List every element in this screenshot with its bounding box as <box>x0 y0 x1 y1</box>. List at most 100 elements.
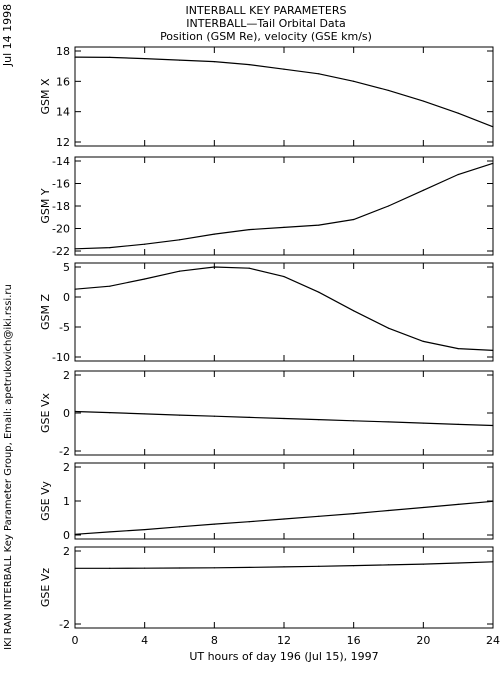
panel-frame <box>74 370 494 456</box>
data-point <box>457 173 459 176</box>
data-point <box>109 412 111 414</box>
data-point <box>178 239 181 241</box>
figure-title-line1: INTERBALL KEY PARAMETERS <box>186 4 347 17</box>
data-point <box>74 56 76 58</box>
data-point <box>74 248 76 250</box>
data-point <box>318 73 320 75</box>
data-point <box>283 417 285 420</box>
y-tick-label: 0 <box>63 529 70 542</box>
y-tick-label: 0 <box>63 291 70 304</box>
data-point <box>248 566 250 569</box>
data-point <box>178 526 181 528</box>
data-point <box>387 89 390 92</box>
data-point <box>283 518 285 520</box>
data-point <box>248 521 250 523</box>
x-tick-label: 24 <box>486 634 500 647</box>
figure-title-line2: INTERBALL—Tail Orbital Data <box>186 17 345 30</box>
data-point <box>422 340 424 342</box>
y-tick-label: 16 <box>56 75 70 88</box>
data-point <box>353 218 355 221</box>
panel-5: 0 1 2 GSE Vy <box>39 461 494 542</box>
data-point <box>492 424 494 427</box>
data-point <box>144 243 146 245</box>
data-point <box>283 68 285 70</box>
series-line <box>74 56 494 128</box>
data-point <box>353 310 355 312</box>
y-tick-label: -18 <box>52 200 70 213</box>
x-tick-label: 8 <box>211 634 218 647</box>
data-point <box>213 567 215 569</box>
credit-label: IKI RAN INTERBALL Key Parameter Group, E… <box>3 284 14 650</box>
y-tick-label: -16 <box>52 178 70 191</box>
data-point <box>248 267 250 269</box>
data-point <box>144 567 146 569</box>
data-point <box>213 523 215 525</box>
y-axis-label: GSE Vx <box>39 393 52 433</box>
y-tick-label: 2 <box>63 461 70 474</box>
y-axis-label: GSM X <box>39 78 52 114</box>
data-point <box>318 291 320 293</box>
data-point <box>492 561 494 563</box>
data-point <box>353 512 355 515</box>
data-point <box>109 567 111 569</box>
data-point <box>318 565 320 567</box>
panel-2: -22 -20 -18 -16 -14 GSM Y <box>39 155 494 258</box>
x-tick-label: 4 <box>141 634 148 647</box>
panel-frame <box>74 156 494 256</box>
y-tick-label: 14 <box>56 106 70 119</box>
y-tick-label: -14 <box>52 155 70 168</box>
y-tick-label: -22 <box>52 245 70 258</box>
data-point <box>144 57 146 60</box>
x-tick-label: 12 <box>277 634 291 647</box>
series-line <box>74 500 494 535</box>
data-point <box>109 247 111 249</box>
data-point <box>178 567 181 569</box>
data-point <box>492 126 494 128</box>
data-point <box>387 509 390 512</box>
panel-6: -2 2 GSE Vz <box>39 545 494 631</box>
y-tick-label: 1 <box>63 495 70 508</box>
data-point <box>109 531 111 533</box>
data-point <box>144 278 146 280</box>
data-point <box>422 506 424 509</box>
data-point <box>144 413 146 415</box>
data-point <box>248 229 250 231</box>
y-tick-label: -2 <box>59 618 70 631</box>
x-axis-title: UT hours of day 196 (Jul 15), 1997 <box>189 650 378 663</box>
x-tick-label: 16 <box>347 634 361 647</box>
data-point <box>248 64 250 66</box>
data-point <box>178 270 181 272</box>
panel-frame <box>74 462 494 540</box>
data-point <box>353 420 355 422</box>
data-point <box>109 56 111 58</box>
y-axis-label: GSE Vy <box>39 481 52 521</box>
data-point <box>457 423 459 425</box>
data-point <box>457 112 459 114</box>
data-point <box>283 276 285 278</box>
y-axis-label: GSM Y <box>39 188 52 223</box>
y-axis-label: GSE Vz <box>39 568 52 607</box>
y-tick-label: 0 <box>63 407 70 420</box>
figure-title-line3: Position (GSM Re), velocity (GSE km/s) <box>160 30 372 43</box>
panel-1: 12 14 16 18 GSM X <box>39 45 494 149</box>
data-point <box>213 61 215 63</box>
y-tick-label: -2 <box>59 445 70 458</box>
series-line <box>74 162 494 250</box>
data-point <box>213 415 215 417</box>
data-point <box>248 416 250 418</box>
plot-date-label: Jul 14 1998 <box>1 4 14 67</box>
data-point <box>318 224 320 226</box>
data-point <box>387 205 390 207</box>
data-point <box>213 233 215 235</box>
series-line <box>74 266 494 351</box>
panel-frame <box>74 262 494 362</box>
data-point <box>422 422 424 424</box>
data-point <box>492 162 494 164</box>
data-point <box>74 288 76 290</box>
data-point <box>457 562 459 564</box>
data-point <box>387 564 390 566</box>
data-point <box>74 567 76 569</box>
data-point <box>318 515 320 517</box>
data-point <box>387 327 390 329</box>
